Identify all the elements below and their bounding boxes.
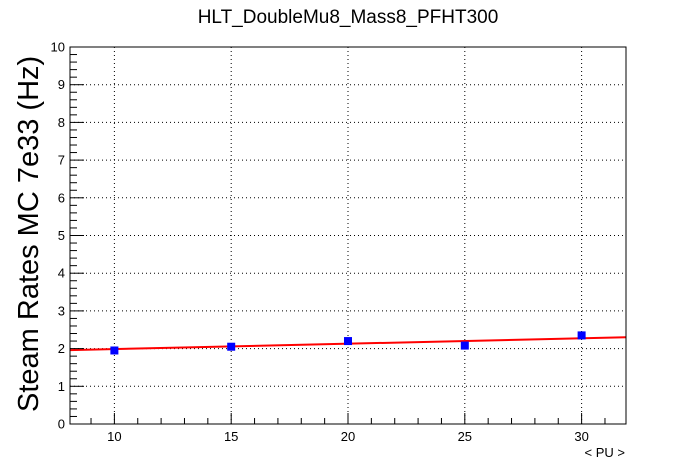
data-point [110, 346, 119, 355]
y-tick-label: 9 [58, 77, 65, 92]
x-tick-label: 15 [224, 429, 238, 444]
y-tick-label: 5 [58, 228, 65, 243]
y-axis-label: Steam Rates MC 7e33 (Hz) [13, 56, 45, 412]
axes: 10 15 20 25 30 0 1 2 3 4 5 6 7 8 9 10 [51, 40, 606, 444]
x-tick-label: 20 [341, 429, 355, 444]
y-tick-label: 1 [58, 379, 65, 394]
y-tick-label: 7 [58, 153, 65, 168]
y-tick-label: 4 [58, 266, 65, 281]
data-point [344, 337, 352, 346]
y-tick-label: 2 [58, 341, 65, 356]
data-point [227, 342, 236, 351]
y-tick-label: 10 [51, 40, 65, 55]
x-axis-label: < PU > [585, 445, 625, 460]
y-tick-label: 6 [58, 190, 65, 205]
y-tick-label: 8 [58, 115, 65, 130]
y-tick-label: 3 [58, 303, 65, 318]
x-tick-label: 30 [574, 429, 588, 444]
data-point [577, 331, 586, 340]
points-layer [110, 331, 586, 355]
data-point [460, 341, 469, 350]
x-tick-label: 10 [107, 429, 121, 444]
chart-title: HLT_DoubleMu8_Mass8_PFHT300 [198, 7, 499, 28]
x-tick-label: 25 [458, 429, 472, 444]
y-tick-label: 0 [58, 417, 65, 432]
